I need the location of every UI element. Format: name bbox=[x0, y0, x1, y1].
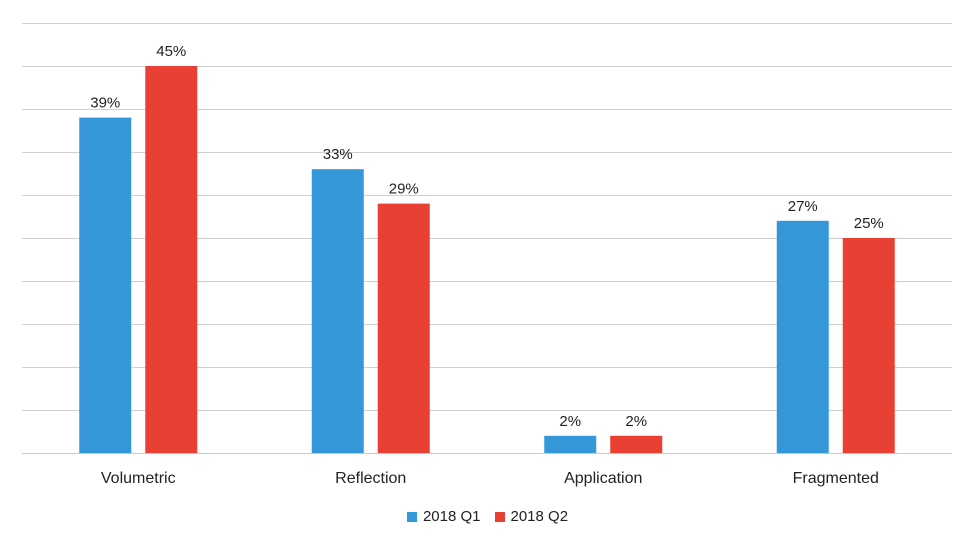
legend-item-q1: 2018 Q1 bbox=[406, 508, 481, 525]
data-label-reflection-q1: 33% bbox=[323, 146, 353, 163]
bar-application-q2 bbox=[610, 435, 663, 453]
legend-swatch-q2 bbox=[494, 511, 505, 522]
legend-label-q1: 2018 Q1 bbox=[422, 508, 481, 525]
legend: 2018 Q1 2018 Q2 bbox=[0, 508, 975, 525]
data-label-application-q2: 2% bbox=[625, 413, 647, 430]
bar-reflection-q2 bbox=[377, 203, 430, 453]
legend-swatch-q1 bbox=[406, 511, 417, 522]
bar-volumetric-q1 bbox=[79, 117, 132, 453]
category-label-reflection: Reflection bbox=[335, 470, 406, 487]
legend-label-q2: 2018 Q2 bbox=[510, 508, 569, 525]
data-labels: 39% 45% 33% 29% 2% 2% 27% 25% bbox=[90, 43, 884, 430]
bar-chart: 39% 45% 33% 29% 2% 2% 27% 25% Volumetric Reflect… bbox=[22, 23, 952, 487]
data-label-volumetric-q2: 45% bbox=[156, 43, 186, 60]
category-label-fragmented: Fragmented bbox=[793, 470, 879, 487]
bar-volumetric-q2 bbox=[145, 66, 198, 453]
bars bbox=[79, 66, 895, 453]
data-label-application-q1: 2% bbox=[559, 413, 581, 430]
bar-application-q1 bbox=[544, 435, 597, 453]
legend-item-q2: 2018 Q2 bbox=[494, 508, 569, 525]
data-label-volumetric-q1: 39% bbox=[90, 95, 120, 112]
bar-reflection-q1 bbox=[311, 169, 364, 453]
data-label-fragmented-q2: 25% bbox=[854, 215, 884, 232]
category-label-application: Application bbox=[564, 470, 642, 487]
category-labels: Volumetric Reflection Application Fragmente… bbox=[101, 470, 879, 487]
category-label-volumetric: Volumetric bbox=[101, 470, 176, 487]
bar-fragmented-q2 bbox=[842, 238, 895, 453]
bar-fragmented-q1 bbox=[776, 220, 829, 453]
data-label-fragmented-q1: 27% bbox=[788, 198, 818, 215]
data-label-reflection-q2: 29% bbox=[389, 181, 419, 198]
